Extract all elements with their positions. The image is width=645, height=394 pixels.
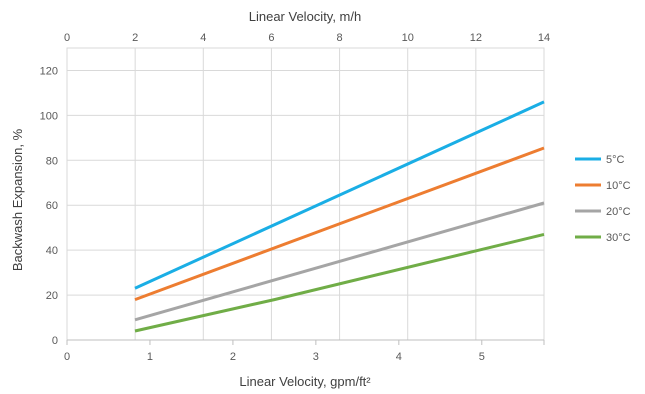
- y-axis-title: Backwash Expansion, %: [10, 128, 25, 271]
- y-tick-label: 40: [46, 245, 58, 257]
- x-tick-label: 5: [479, 351, 485, 363]
- y-tick-label: 120: [40, 65, 58, 77]
- plot-area: [66, 47, 545, 341]
- x-tick-label: 0: [64, 351, 70, 363]
- x2-tick-label: 6: [268, 32, 274, 44]
- x-tick-label: 2: [230, 351, 236, 363]
- x-tick-label: 3: [313, 351, 319, 363]
- y-tick-label: 60: [46, 200, 58, 212]
- series-line-30c: [134, 232, 545, 333]
- x2-tick-label: 0: [64, 32, 70, 44]
- y-tick-label: 100: [40, 110, 58, 122]
- series-lines: [134, 100, 545, 333]
- x2-tick-label: 14: [538, 32, 550, 44]
- series-line-5c: [134, 100, 545, 290]
- y-tick-label: 20: [46, 290, 58, 302]
- x2-tick-label: 10: [402, 32, 414, 44]
- x2-axis-title: Linear Velocity, m/h: [249, 9, 361, 24]
- x-tick-label: 4: [396, 351, 402, 363]
- series-line-20c: [134, 201, 545, 322]
- legend-label: 5°C: [606, 154, 625, 166]
- x-axis-title: Linear Velocity, gpm/ft²: [239, 374, 371, 389]
- y-tick-label: 80: [46, 155, 58, 167]
- grid: [66, 47, 545, 345]
- series-line-10c: [134, 146, 545, 302]
- legend-label: 10°C: [606, 180, 631, 192]
- y-tick-label: 0: [52, 335, 58, 347]
- x2-tick-label: 2: [132, 32, 138, 44]
- x2-tick-label: 12: [470, 32, 482, 44]
- legend: 5°C 10°C 20°C 30°C: [575, 154, 631, 244]
- x2-tick-label: 4: [200, 32, 206, 44]
- x2-tick-label: 8: [337, 32, 343, 44]
- x-tick-label: 1: [147, 351, 153, 363]
- legend-label: 20°C: [606, 206, 631, 218]
- legend-label: 30°C: [606, 232, 631, 244]
